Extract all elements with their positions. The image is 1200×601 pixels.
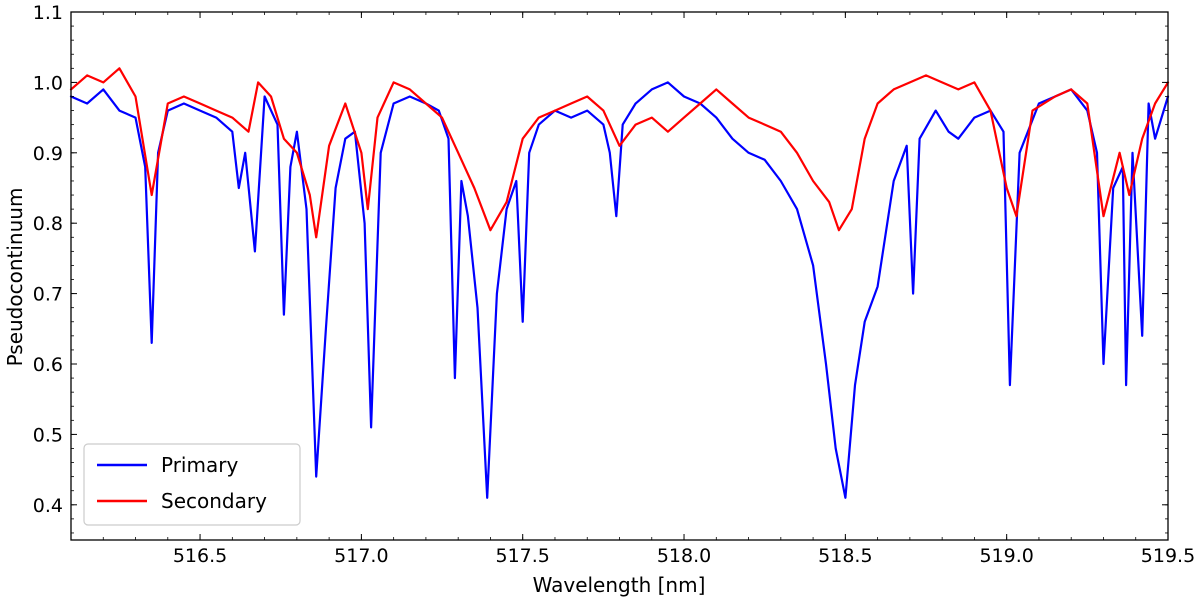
- legend-label-primary: Primary: [161, 453, 238, 477]
- x-tick-label: 517.5: [496, 545, 550, 567]
- x-tick-label: 519.5: [1141, 545, 1195, 567]
- y-tick-label: 0.8: [33, 213, 63, 235]
- series-layer: [69, 67, 1170, 499]
- x-axis-label: Wavelength [nm]: [533, 573, 706, 597]
- y-tick-label: 0.5: [33, 424, 63, 446]
- series-line-secondary: [69, 67, 1170, 239]
- y-tick-label: 1.0: [33, 72, 63, 94]
- series-line-primary: [69, 81, 1170, 499]
- y-tick-label: 0.6: [33, 354, 63, 376]
- y-axis-label: Pseudocontinuum: [3, 188, 27, 367]
- legend-label-secondary: Secondary: [161, 489, 267, 513]
- x-tick-label: 517.0: [334, 545, 388, 567]
- plot-frame: [70, 11, 1169, 541]
- x-tick-label: 519.0: [979, 545, 1033, 567]
- legend: Primary Secondary: [83, 443, 301, 526]
- y-tick-label: 0.4: [33, 495, 63, 517]
- y-tick-label: 0.7: [33, 284, 63, 306]
- y-tick-label: 1.1: [33, 2, 63, 24]
- x-tick-label: 518.5: [818, 545, 872, 567]
- x-tick-label: 516.5: [173, 545, 227, 567]
- axis-layer: 516.5 517.0 517.5 518.0 518.5 519.0 519.5 0.4 0.…: [33, 2, 1195, 567]
- y-tick-label: 0.9: [33, 143, 63, 165]
- x-tick-label: 518.0: [657, 545, 711, 567]
